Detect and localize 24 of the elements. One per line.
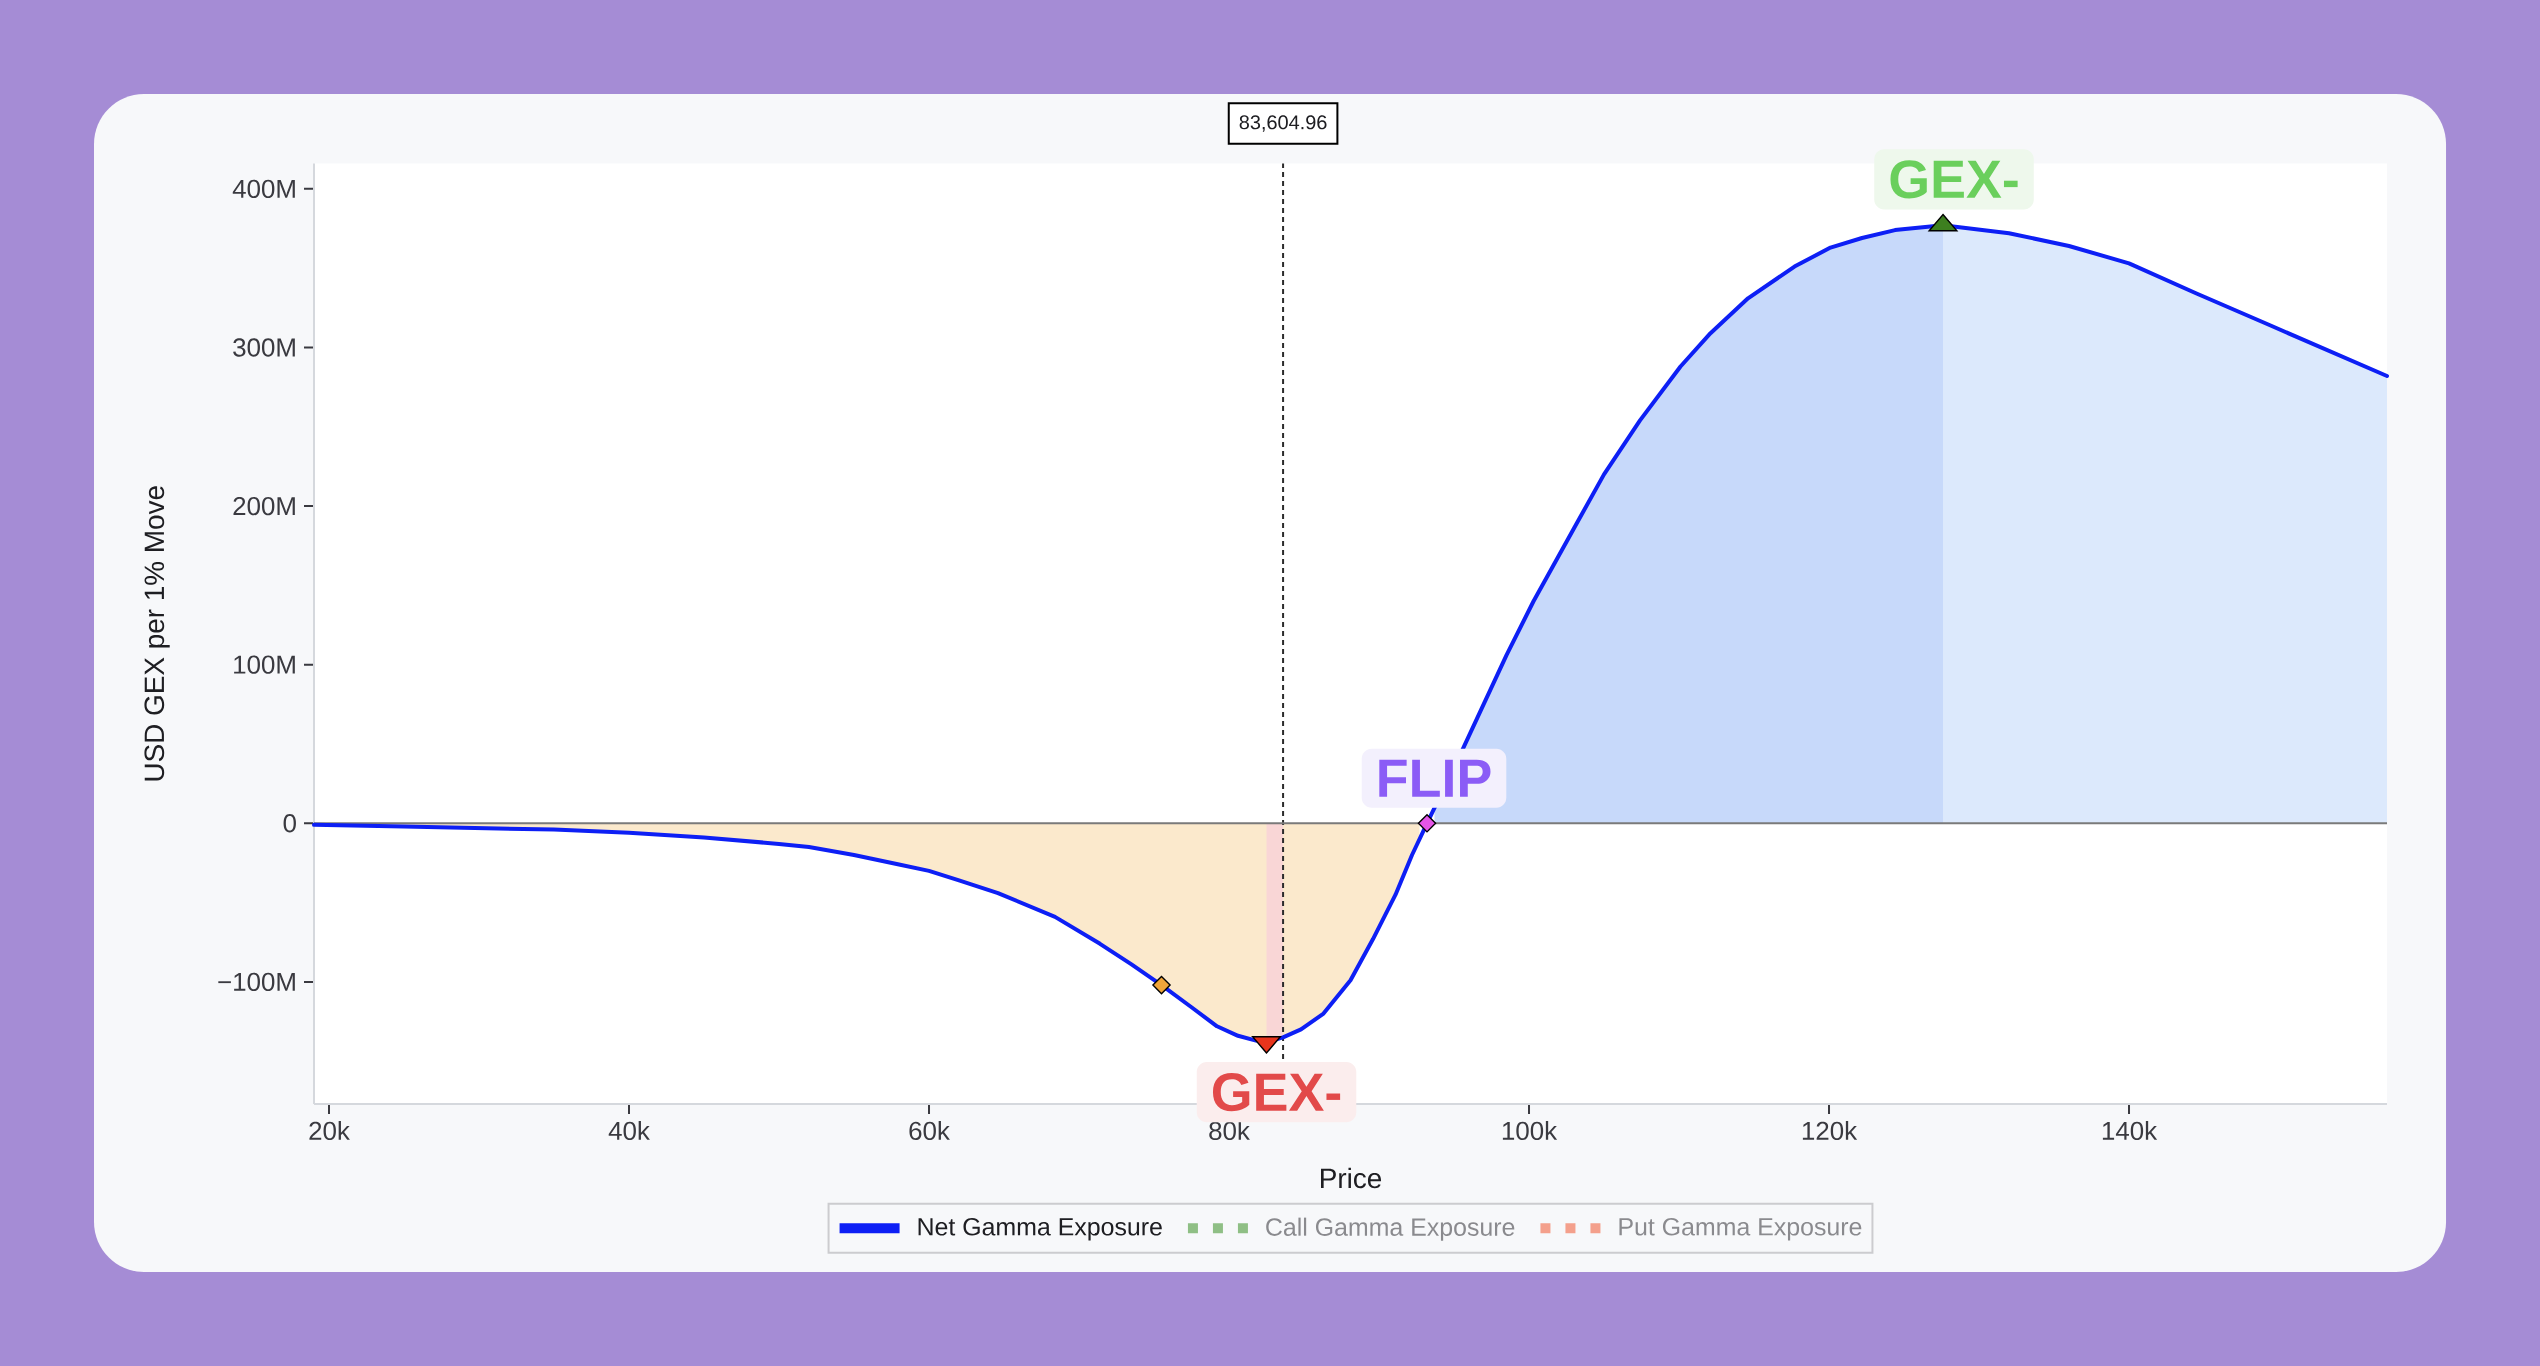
x-tick-label: 140k <box>2102 1121 2158 1141</box>
x-tick-label: 120k <box>1802 1121 1858 1141</box>
x-tick-label: 80k <box>1209 1121 1250 1141</box>
y-tick-label: −100M <box>218 972 295 992</box>
annotation: GEX- <box>1212 1073 1341 1112</box>
ref-line-label: 83,604.96 <box>1239 115 1327 132</box>
x-tick-label: 100k <box>1502 1121 1558 1141</box>
x-axis-title: Price <box>1321 1167 1382 1189</box>
y-tick-label: 100M <box>234 655 295 674</box>
y-tick-label: 0 <box>283 814 296 833</box>
y-tick-label: 200M <box>233 496 295 516</box>
annotation: FLIP <box>1379 759 1491 797</box>
y-axis-title: USD GEX per 1% Move <box>144 486 170 781</box>
x-tick-label: 40k <box>608 1121 650 1141</box>
legend-label: Net Gamma Exposure <box>918 1217 1162 1241</box>
point <box>1417 813 1437 833</box>
y-tick-label: 300M <box>233 338 295 357</box>
x-tick-label: 20k <box>309 1121 350 1141</box>
point <box>1152 975 1171 995</box>
legend-label: Put Gamma Exposure <box>1619 1217 1862 1241</box>
x-tick-label: 60k <box>909 1121 950 1141</box>
annotation: GEX- <box>1890 160 2018 199</box>
y-tick-label: 400M <box>232 179 295 199</box>
legend-label: Call Gamma Exposure <box>1266 1217 1515 1241</box>
